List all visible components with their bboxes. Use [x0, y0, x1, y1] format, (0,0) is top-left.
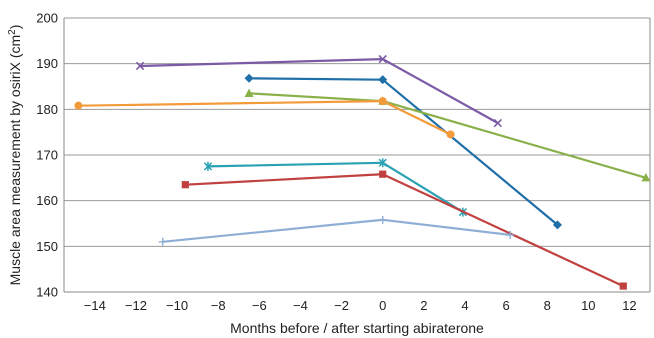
series-5-point-2 — [378, 158, 387, 168]
x-tick-label-10: 10 — [581, 298, 595, 313]
series-4-point-3 — [446, 130, 455, 139]
x-tick-label--2: −2 — [334, 298, 349, 313]
tick-labels: 140 150 160 170 180 190 200 −14 −12 −10 −8 −6 −4 −2 0 2… — [36, 11, 636, 314]
x-tick-label--8: −8 — [211, 298, 226, 313]
y-tick-label-190: 190 — [36, 56, 58, 71]
series-4-line — [78, 99, 452, 136]
series-7-point-3 — [506, 230, 515, 239]
y-tick-label-140: 140 — [36, 285, 58, 300]
y-tick-label-150: 150 — [36, 239, 58, 254]
series-lines — [74, 54, 651, 290]
x-tick-label-2: 2 — [420, 298, 427, 313]
x-tick-label--12: −12 — [125, 298, 147, 313]
series-2 — [244, 73, 562, 230]
series-6-point-1 — [181, 181, 189, 189]
y-tick-label-170: 170 — [36, 148, 58, 163]
series-5-point-1 — [203, 161, 213, 171]
y-axis-title-main: Muscle area measurement by osiriX (cm — [7, 35, 23, 286]
series-3-point-3 — [641, 173, 651, 182]
series-5-line — [207, 161, 464, 214]
series-1-point-2 — [378, 54, 387, 64]
series-6-point-2 — [379, 170, 387, 178]
series-1-line — [140, 57, 499, 124]
series-4-point-1 — [74, 101, 83, 110]
grid-lines — [64, 17, 650, 293]
y-axis-title-tail: ) — [7, 25, 23, 30]
y-tick-label-200: 200 — [36, 11, 58, 26]
series-6-point-3 — [619, 282, 627, 290]
series-2-point-3 — [552, 220, 562, 230]
x-tick-label-0: 0 — [379, 298, 386, 313]
series-4 — [74, 97, 455, 139]
series-7-point-1 — [158, 237, 167, 246]
series-2-point-1 — [244, 73, 254, 83]
x-tick-label--14: −14 — [84, 298, 106, 313]
series-1 — [135, 54, 503, 128]
series-7 — [158, 215, 515, 246]
series-1-point-1 — [135, 61, 145, 71]
axes — [63, 18, 651, 293]
series-2-line — [249, 77, 559, 226]
series-5 — [203, 158, 468, 217]
x-tick-label--4: −4 — [293, 298, 308, 313]
x-tick-label-8: 8 — [544, 298, 551, 313]
x-tick-label-12: 12 — [622, 298, 636, 313]
series-2-point-2 — [378, 75, 388, 85]
series-4-point-2 — [378, 97, 387, 106]
x-axis-title: Months before / after starting abiratero… — [230, 320, 484, 336]
y-tick-label-160: 160 — [36, 193, 58, 208]
series-6 — [181, 170, 627, 290]
series-1-point-3 — [493, 118, 503, 128]
x-tick-label-6: 6 — [502, 298, 509, 313]
y-axis-title-superscript: 2 — [7, 29, 18, 35]
y-tick-label-180: 180 — [36, 102, 58, 117]
y-axis-title: Muscle area measurement by osiriX (cm2) — [7, 25, 23, 286]
x-tick-label--6: −6 — [252, 298, 267, 313]
series-6-line — [185, 173, 624, 288]
series-7-point-2 — [378, 215, 387, 224]
x-tick-label-4: 4 — [461, 298, 468, 313]
series-7-line — [162, 218, 511, 243]
x-tick-label--10: −10 — [166, 298, 188, 313]
series-3-point-1 — [244, 88, 254, 97]
